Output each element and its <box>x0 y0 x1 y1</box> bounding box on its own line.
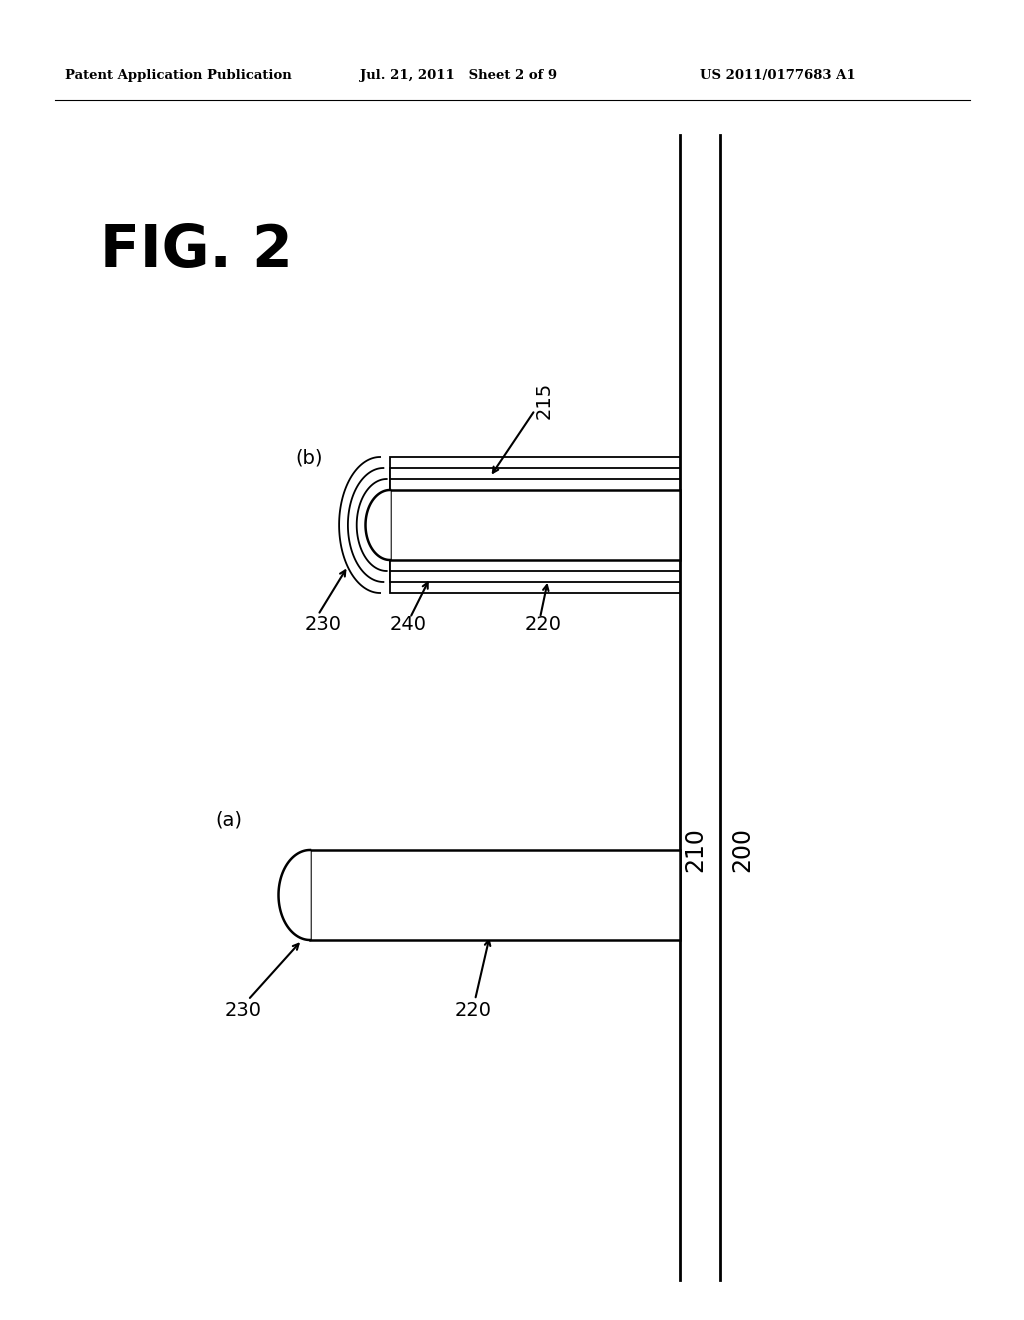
Text: 220: 220 <box>455 1001 492 1019</box>
Text: 215: 215 <box>535 381 554 418</box>
Text: 220: 220 <box>525 615 562 635</box>
Bar <box>390 469 680 582</box>
Text: Patent Application Publication: Patent Application Publication <box>65 69 292 82</box>
Polygon shape <box>339 457 380 593</box>
Text: 210: 210 <box>683 828 707 873</box>
Bar <box>310 850 680 940</box>
Text: (b): (b) <box>295 449 323 467</box>
Polygon shape <box>366 490 390 560</box>
Polygon shape <box>356 479 387 572</box>
Text: 230: 230 <box>225 1001 262 1019</box>
Bar <box>390 457 680 593</box>
Polygon shape <box>348 469 383 582</box>
Bar <box>390 479 680 572</box>
Text: FIG. 2: FIG. 2 <box>100 222 293 279</box>
Text: 240: 240 <box>390 615 427 635</box>
Text: (a): (a) <box>215 810 242 829</box>
Text: US 2011/0177683 A1: US 2011/0177683 A1 <box>700 69 856 82</box>
Polygon shape <box>279 850 310 940</box>
Bar <box>390 490 680 560</box>
Text: 230: 230 <box>305 615 342 635</box>
Text: Jul. 21, 2011   Sheet 2 of 9: Jul. 21, 2011 Sheet 2 of 9 <box>360 69 557 82</box>
Text: 200: 200 <box>730 828 754 873</box>
